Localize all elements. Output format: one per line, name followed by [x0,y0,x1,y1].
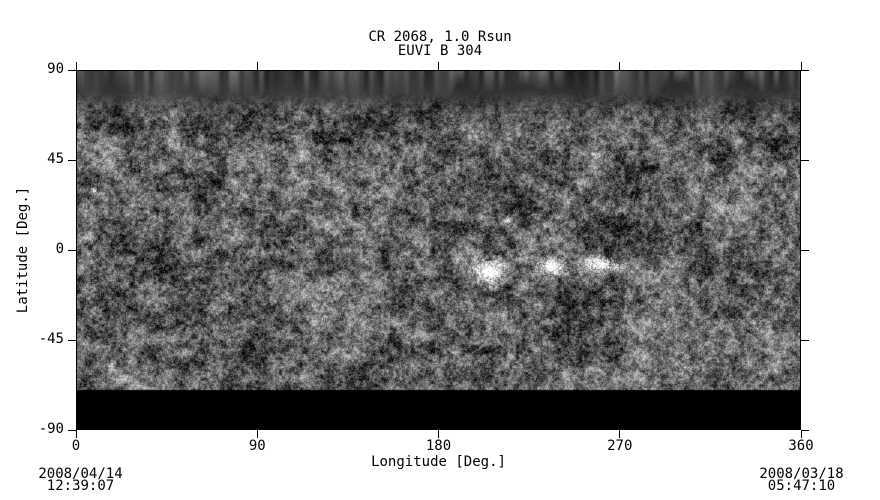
y-axis-tick-right [801,339,809,341]
x-axis-tick-bottom [256,430,258,438]
x-axis-tick-top [800,62,802,70]
figure-title: CR 2068, 1.0 Rsun [368,29,512,45]
left-edge-date: 2008/04/14 [38,466,123,482]
x-axis-tick-bottom [75,430,77,438]
x-axis-tick-label: 0 [71,438,81,454]
y-axis-tick-left [68,249,76,251]
right-edge-time: 05:47:10 [767,478,836,494]
right-edge-timestamp: 2008/03/18 05:47:10 [741,466,862,494]
x-axis-tick-label: 180 [425,438,452,454]
right-edge-date: 2008/03/18 [759,466,844,482]
x-axis-tick-bottom [800,430,802,438]
x-axis-tick-top [256,62,258,70]
y-axis-tick-left [68,339,76,341]
y-axis-tick-label: -45 [38,331,64,347]
x-axis-tick-label: 360 [788,438,814,454]
left-edge-timestamp: 2008/04/14 12:39:07 [20,466,141,494]
x-axis-tick-bottom [619,430,621,438]
synoptic-map-image [76,70,801,430]
x-axis-tick-top [619,62,621,70]
y-axis-tick-right [801,69,809,71]
y-axis-tick-right [801,159,809,161]
y-axis-tick-label: 0 [55,241,64,257]
figure-subtitle: EUVI B 304 [397,43,483,59]
x-axis-tick-label: 90 [248,438,266,454]
x-axis-title: Longitude [Deg.] [371,454,506,470]
y-axis-tick-left [68,159,76,161]
left-edge-time: 12:39:07 [46,478,115,494]
x-axis-tick-label: 270 [607,438,633,454]
x-axis-tick-top [438,62,439,70]
y-axis-tick-label: 90 [47,61,64,77]
y-axis-tick-left [68,69,76,71]
y-axis-tick-left [68,429,76,431]
y-axis-tick-right [801,249,809,251]
x-axis-tick-top [75,62,77,70]
x-axis-tick-bottom [438,430,439,438]
y-axis-tick-right [801,429,809,431]
y-axis-tick-label: 45 [47,151,64,167]
y-axis-tick-label: -90 [38,421,64,437]
